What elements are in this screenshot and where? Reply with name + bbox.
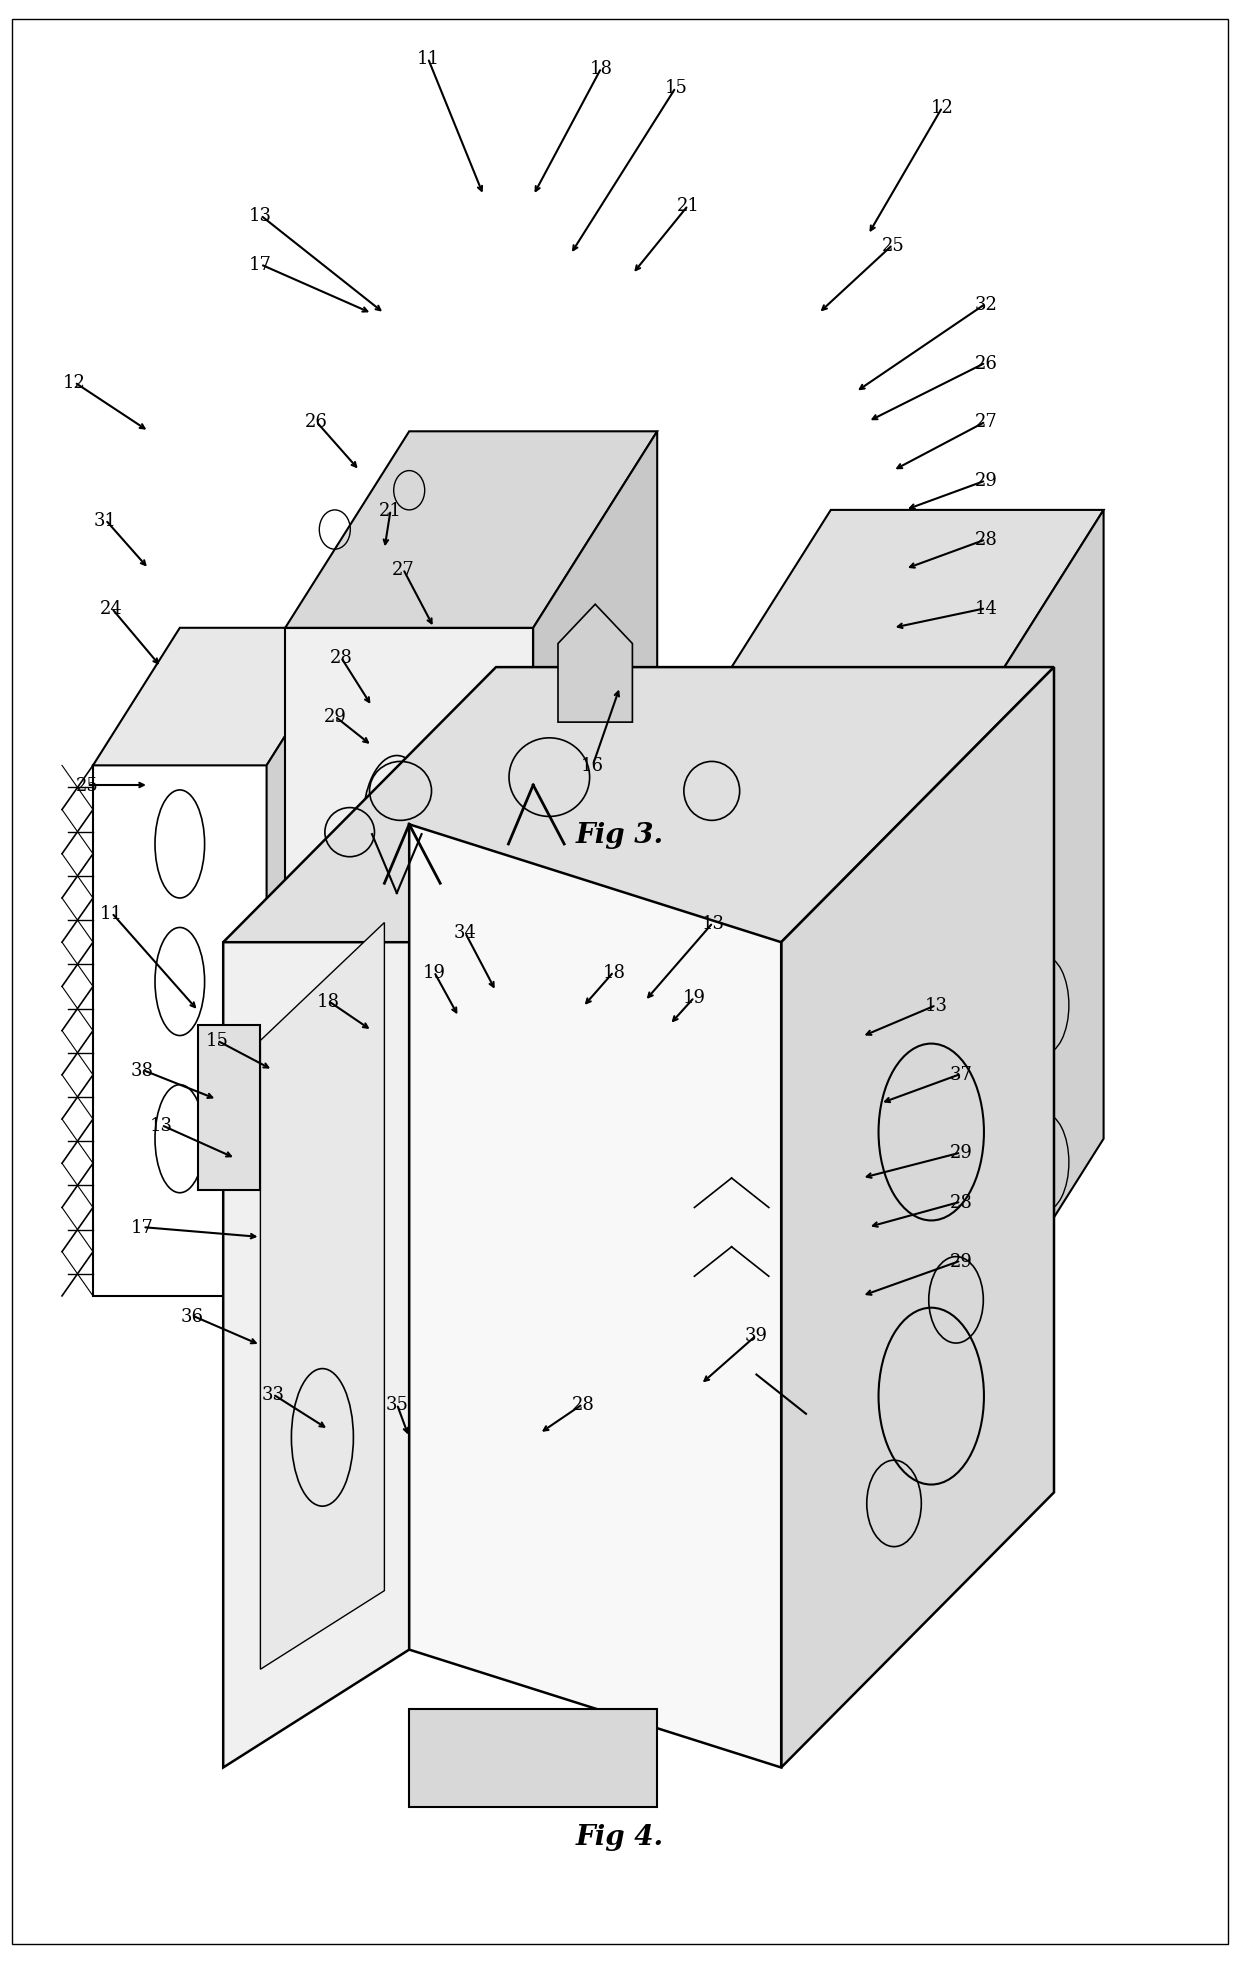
Text: 11: 11 <box>100 903 123 923</box>
Text: 37: 37 <box>950 1064 972 1084</box>
Text: 27: 27 <box>975 412 997 432</box>
Polygon shape <box>285 432 657 628</box>
Polygon shape <box>409 1709 657 1807</box>
Text: 13: 13 <box>925 996 947 1015</box>
Text: 29: 29 <box>975 471 997 491</box>
Polygon shape <box>682 746 955 1375</box>
Text: 28: 28 <box>330 648 352 668</box>
Text: 12: 12 <box>931 98 954 118</box>
Text: 31: 31 <box>94 511 117 530</box>
Polygon shape <box>335 1453 484 1610</box>
Text: 34: 34 <box>454 923 476 943</box>
Text: 17: 17 <box>249 255 272 275</box>
Text: 25: 25 <box>882 236 904 255</box>
Polygon shape <box>223 668 1054 943</box>
Text: 27: 27 <box>392 560 414 579</box>
Text: 17: 17 <box>131 1218 154 1237</box>
Polygon shape <box>533 432 657 1453</box>
Text: 18: 18 <box>603 962 625 982</box>
Text: 14: 14 <box>975 599 997 619</box>
Text: 26: 26 <box>305 412 327 432</box>
Polygon shape <box>285 628 533 1453</box>
Text: 38: 38 <box>131 1061 154 1080</box>
Text: 28: 28 <box>572 1394 594 1414</box>
Text: 13: 13 <box>150 1116 172 1135</box>
Polygon shape <box>682 511 1104 746</box>
Text: 18: 18 <box>317 992 340 1011</box>
Text: Fig 4.: Fig 4. <box>575 1823 665 1850</box>
Text: 29: 29 <box>950 1143 972 1163</box>
Text: 26: 26 <box>975 354 997 373</box>
Text: 28: 28 <box>975 530 997 550</box>
Text: 13: 13 <box>702 913 724 933</box>
Polygon shape <box>93 628 353 766</box>
Text: 11: 11 <box>417 49 439 69</box>
Polygon shape <box>267 628 353 1296</box>
Text: 13: 13 <box>249 206 272 226</box>
Polygon shape <box>260 923 384 1669</box>
Text: 33: 33 <box>262 1385 284 1404</box>
Text: 39: 39 <box>745 1326 768 1345</box>
Polygon shape <box>955 511 1104 1375</box>
Text: 35: 35 <box>386 1394 408 1414</box>
Text: 21: 21 <box>379 501 402 520</box>
Text: 28: 28 <box>950 1192 972 1212</box>
Text: 19: 19 <box>683 988 706 1008</box>
Text: 32: 32 <box>975 295 997 314</box>
Text: 12: 12 <box>63 373 86 393</box>
Text: 18: 18 <box>590 59 613 79</box>
Polygon shape <box>198 1025 260 1190</box>
Polygon shape <box>223 825 409 1768</box>
Text: 15: 15 <box>665 79 687 98</box>
Polygon shape <box>558 605 632 723</box>
Polygon shape <box>409 825 781 1768</box>
Text: 21: 21 <box>677 196 699 216</box>
Polygon shape <box>781 668 1054 1768</box>
Text: 29: 29 <box>950 1251 972 1271</box>
Text: 16: 16 <box>582 756 604 776</box>
Text: Fig 3.: Fig 3. <box>575 821 665 848</box>
Text: 29: 29 <box>324 707 346 727</box>
Text: 19: 19 <box>423 962 445 982</box>
Text: 25: 25 <box>76 776 98 795</box>
Text: 15: 15 <box>206 1031 228 1051</box>
Text: 36: 36 <box>181 1306 203 1326</box>
Text: 24: 24 <box>100 599 123 619</box>
